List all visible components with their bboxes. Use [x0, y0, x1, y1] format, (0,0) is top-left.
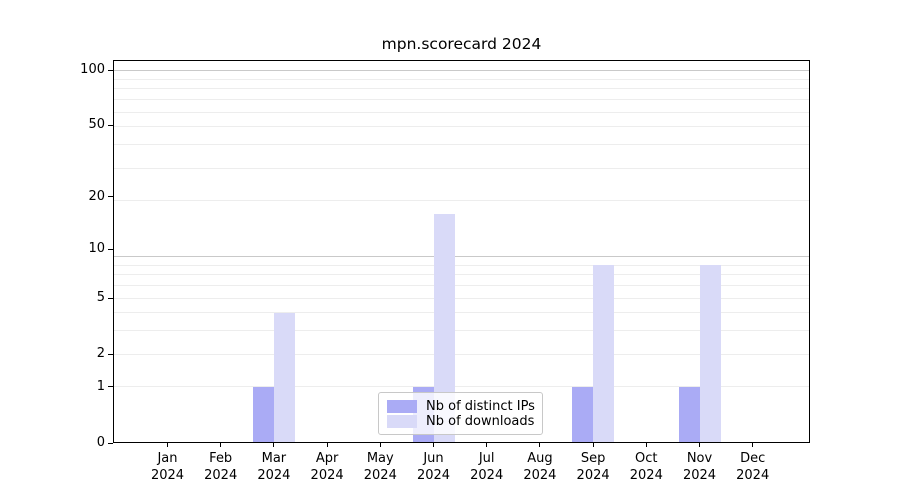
- gridline: [114, 256, 809, 258]
- bar-downloads: [593, 265, 615, 443]
- y-tick: [108, 353, 113, 355]
- y-tick-label: 100: [80, 62, 105, 77]
- x-tick: [592, 443, 594, 447]
- gridline: [114, 200, 809, 202]
- gridline: [114, 264, 809, 266]
- gridline: [114, 330, 809, 332]
- gridline: [114, 88, 809, 90]
- legend-label: Nb of distinct IPs: [426, 398, 535, 414]
- y-tick: [108, 386, 113, 388]
- gridline: [114, 312, 809, 314]
- x-tick-label: Apr 2024: [310, 451, 344, 483]
- gridline: [114, 285, 809, 287]
- gridline: [114, 78, 809, 80]
- legend-swatch: [387, 414, 417, 428]
- gridline: [114, 126, 809, 128]
- x-tick: [752, 443, 754, 447]
- legend-label: Nb of downloads: [426, 413, 535, 429]
- gridline: [114, 70, 809, 72]
- bar-downloads: [433, 214, 455, 443]
- y-tick-label: 1: [96, 378, 105, 394]
- bar-distinct-ips: [572, 386, 594, 443]
- y-tick: [108, 297, 113, 299]
- gridline: [114, 144, 809, 146]
- x-tick: [539, 443, 541, 447]
- x-tick: [167, 443, 168, 447]
- gridline: [114, 111, 809, 113]
- x-tick: [326, 443, 328, 447]
- gridline: [114, 99, 809, 101]
- y-tick: [108, 248, 113, 250]
- x-tick: [433, 443, 434, 447]
- x-tick: [379, 443, 381, 447]
- x-tick-label: Jan 2024: [150, 451, 185, 483]
- legend-entry: Nb of downloads: [386, 413, 535, 429]
- x-tick-label: Jul 2024: [470, 451, 504, 483]
- y-tick-label: 0: [96, 435, 105, 450]
- gridline: [114, 297, 809, 299]
- x-tick-label: May 2024: [363, 451, 397, 483]
- x-tick-label: Oct 2024: [629, 451, 663, 483]
- y-tick-label: 10: [88, 241, 105, 257]
- x-tick: [486, 443, 488, 447]
- x-tick: [699, 443, 700, 447]
- x-tick-label: Mar 2024: [257, 451, 291, 483]
- x-tick-label: Sep 2024: [576, 451, 610, 483]
- gridline: [114, 353, 809, 355]
- bar-distinct-ips: [678, 386, 700, 443]
- y-tick: [108, 442, 113, 444]
- x-tick-label: Feb 2024: [204, 451, 238, 483]
- x-tick: [645, 443, 647, 447]
- legend-entry: Nb of distinct IPs: [386, 398, 535, 414]
- x-tick-label: Jun 2024: [416, 451, 451, 483]
- y-tick-label: 2: [96, 346, 105, 362]
- x-tick-label: Dec 2024: [736, 451, 770, 483]
- gridline: [114, 386, 809, 388]
- x-tick: [220, 443, 222, 447]
- legend: Nb of distinct IPs Nb of downloads: [378, 392, 543, 435]
- bar-distinct-ips: [252, 386, 274, 443]
- y-tick-label: 5: [96, 290, 105, 306]
- gridline: [114, 274, 809, 276]
- y-tick: [108, 124, 113, 126]
- y-tick-label: 50: [88, 117, 105, 133]
- y-tick: [108, 69, 113, 71]
- x-tick-label: Nov 2024: [682, 451, 717, 483]
- x-tick-label: Aug 2024: [523, 451, 557, 483]
- gridline: [114, 167, 809, 169]
- x-tick: [273, 443, 275, 447]
- chart-title: mpn.scorecard 2024: [381, 35, 542, 53]
- y-tick: [108, 196, 113, 198]
- bar-downloads: [699, 265, 721, 443]
- y-tick-label: 20: [88, 188, 105, 204]
- legend-swatch: [387, 399, 417, 413]
- bar-downloads: [273, 312, 295, 443]
